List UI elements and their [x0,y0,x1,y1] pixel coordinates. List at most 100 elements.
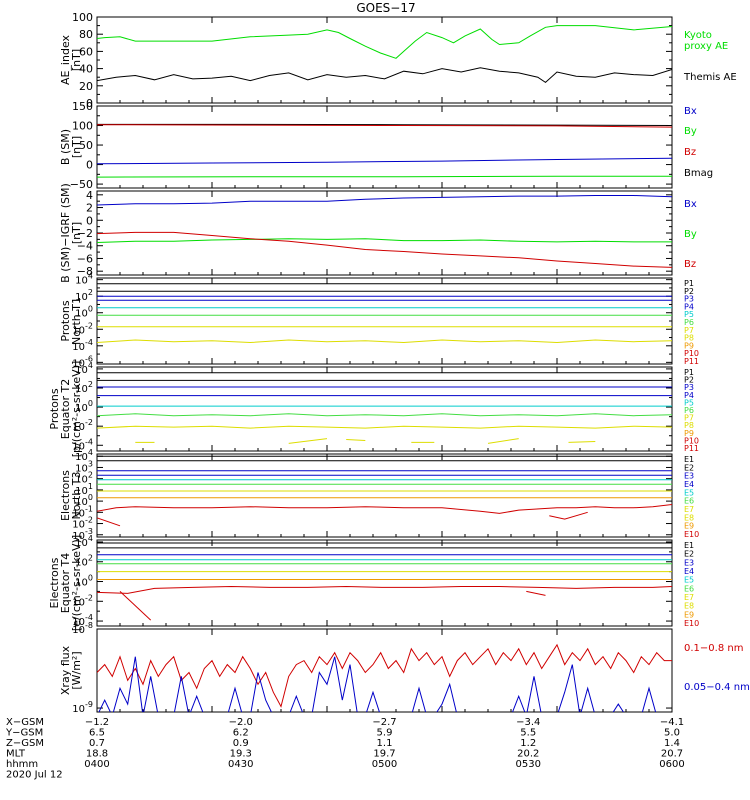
y-axis-label: Equator T2 [59,379,72,439]
y-axis-label: B (SM) [59,129,72,165]
x-row-label: hhmm [6,759,38,770]
x-row-label: MLT [6,749,26,760]
legend-entry: P1 [684,368,694,377]
x-row-label: X−GSM [6,717,44,728]
legend-entry: E6 [684,584,694,593]
x-row-value: −2.0 [229,717,253,728]
legend-entry: E7 [684,593,694,602]
panel-bsm: −50 0 50 100 150 B (SM)[nT] Bx By Bz Bmag [59,100,713,191]
x-axis-labels: X−GSM −1.2 −2.0 −2.7 −3.4 −4.1 Y−GSM 6.5 6.2 5.9 5… [5,717,685,781]
x-row-value: 20.7 [661,749,683,760]
legend-entry: E10 [684,619,699,628]
series-line-e10 [97,517,121,527]
y-tick-label: −8 [77,265,93,278]
legend-entry: Bz [684,259,696,270]
x-row-value: 1.2 [520,738,536,749]
series-line-by [97,175,672,178]
legend-entry: E3 [684,558,694,567]
series-line-p8 [346,439,366,441]
y-axis-label: Xray flux [59,645,72,695]
y-axis-label: [nT] [70,49,83,71]
y-tick-label: 80 [79,28,93,41]
legend-entry: E10 [684,530,699,539]
panel-frame [96,628,673,713]
legend-entry: Bx [684,106,697,117]
y-tick-label: 4 [86,189,93,202]
y-axis-label: AE_index [59,34,72,85]
series-line-p8 [568,441,596,443]
series-line-bz [97,124,672,128]
x-row-value: 6.2 [233,728,249,739]
legend-entry: Bz [684,147,696,158]
legend-entry: P4 [684,302,694,311]
y-tick-label: −2 [77,227,93,240]
legend-entry: E8 [684,513,694,522]
legend-entry: P10 [684,349,699,358]
series-line-kyoto-proxy-ae [97,25,672,59]
legend-entry: 0.1−0.8 nm [684,643,743,654]
legend-entry: E5 [684,488,694,497]
y-axis-label: Protons [59,300,72,341]
y-axis-label: Electrons [48,557,61,608]
panel-en: 10410310210110010-110-210-3ElectronsNort… [59,448,699,542]
panel-frame [96,453,673,538]
y-tick-label: 0 [86,214,93,227]
legend-entry: P10 [684,436,699,445]
panel-frame [96,105,673,189]
legend-entry: P2 [684,287,694,296]
legend-entry: Kyoto [684,30,712,41]
legend-entry: E2 [684,550,694,559]
y-tick-label: 0 [86,159,93,172]
legend-entry: proxy AE [684,41,728,52]
legend-entry: P1 [684,279,694,288]
y-tick-label: 0 [86,97,93,110]
legend-entry: E1 [684,455,694,464]
legend-entry: P5 [684,310,694,319]
x-row-value: 0.9 [233,738,249,749]
x-row-value: −3.4 [516,717,540,728]
series-line-0-1-0-8-nm [97,643,672,708]
y-tick-label: 50 [79,139,93,152]
y-axis-label: [nT] [70,222,83,244]
date-label: 2020 Jul 12 [6,770,63,781]
x-row-value: −2.7 [372,717,396,728]
legend-entry: By [684,126,697,137]
y-axis-label: Electrons [59,470,72,521]
x-row-value: −4.1 [660,717,684,728]
legend-entry: P6 [684,318,694,327]
legend-entry: E1 [684,541,694,550]
x-row-value: −1.2 [85,717,109,728]
legend: Bx By Bz Bmag [684,106,713,179]
legend-entry: P9 [684,341,694,350]
panel-frame [96,16,673,104]
y-axis-label: Equator T4 [59,553,72,613]
series-line-p7 [97,425,672,429]
series-line-bmag [97,123,672,126]
series-line-e9 [526,590,546,596]
x-row-value: 0530 [516,759,541,770]
legend-entry: P5 [684,398,694,407]
legend-entry: 0.05−0.4 nm [684,682,750,693]
series-line-p8 [97,339,672,344]
y-axis-label: B (SM)−IGRF (SM) [59,183,72,283]
legend-entry: P8 [684,334,694,343]
chart-title: GOES−17 [356,1,415,15]
legend-entry: E5 [684,576,694,585]
legend-entry: P7 [684,326,694,335]
x-row-value: 5.0 [664,728,680,739]
series-line-0-05-0-4-nm [98,656,657,712]
x-row-value: 0430 [228,759,253,770]
x-row-label: Z−GSM [6,738,44,749]
legend-entry: P8 [684,421,694,430]
legend-entry: E3 [684,472,694,481]
x-row-value: 1.4 [664,738,680,749]
x-row-value: 0500 [372,759,397,770]
panel-frame [96,366,673,452]
legend-entry: E8 [684,602,694,611]
